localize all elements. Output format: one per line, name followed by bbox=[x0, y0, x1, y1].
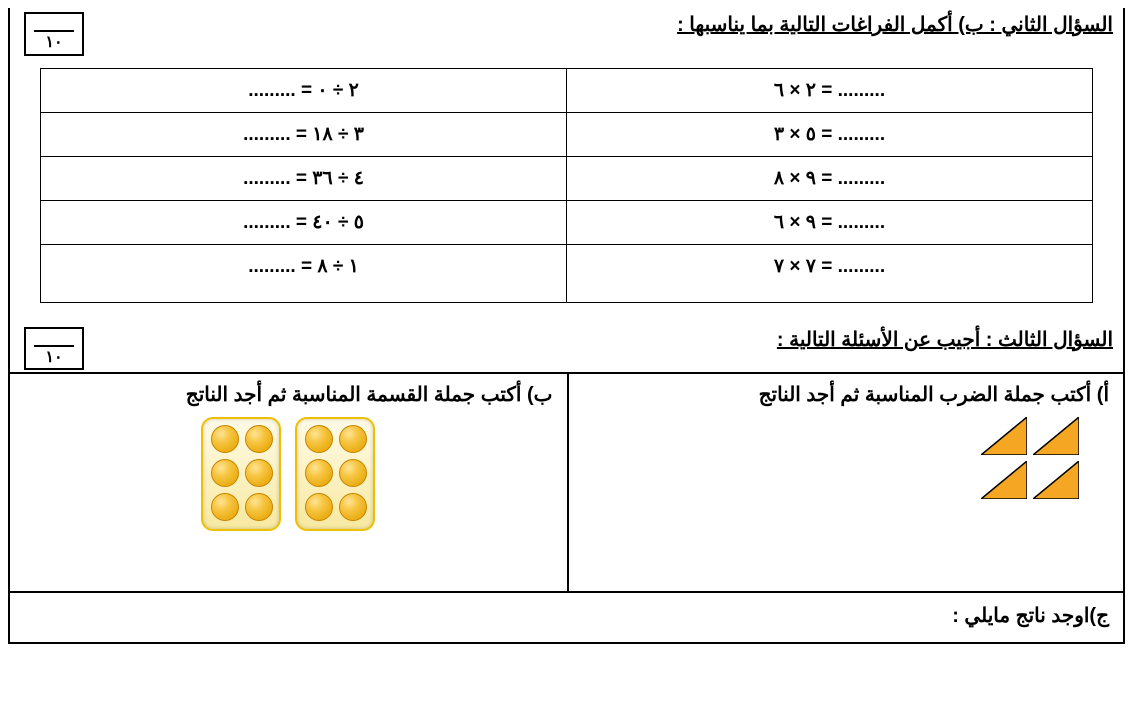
q3-a-title: أ) أكتب جملة الضرب المناسبة ثم أجد النات… bbox=[583, 382, 1110, 407]
plate-icon bbox=[201, 417, 281, 531]
orange-icon bbox=[339, 425, 367, 453]
table-row: ٢ × ٦ = .................. = ٢ ÷ ٠ bbox=[41, 68, 1093, 112]
q2-score-denom: ١٠ bbox=[26, 34, 82, 52]
table-row: ٩ × ٦ = .................. = ٥ ÷ ٤٠ bbox=[41, 200, 1093, 244]
q3-b-cell: ب) أكتب جملة القسمة المناسبة ثم أجد النا… bbox=[10, 374, 567, 591]
q3-c-title: ج)اوجد ناتج مايلي : bbox=[10, 593, 1123, 642]
equation-cell: ٩ × ٨ = ......... bbox=[567, 156, 1093, 200]
triangle-icon bbox=[981, 461, 1027, 499]
orange-icon bbox=[211, 493, 239, 521]
orange-icon bbox=[339, 459, 367, 487]
equation-cell: ......... = ١ ÷ ٨ bbox=[41, 244, 567, 302]
triangle-icon bbox=[1033, 417, 1079, 455]
orange-icon bbox=[211, 425, 239, 453]
triangle-icon bbox=[1033, 461, 1079, 499]
table-row: ٥ × ٣ = .................. = ٣ ÷ ١٨ bbox=[41, 112, 1093, 156]
orange-icon bbox=[305, 425, 333, 453]
worksheet-page: السؤال الثاني : ب) أكمل الفراغات التالية… bbox=[8, 8, 1125, 644]
orange-icon bbox=[305, 493, 333, 521]
plates-group bbox=[24, 417, 553, 531]
q2-header: السؤال الثاني : ب) أكمل الفراغات التالية… bbox=[10, 8, 1123, 58]
equation-cell: ......... = ٥ ÷ ٤٠ bbox=[41, 200, 567, 244]
orange-icon bbox=[245, 425, 273, 453]
q3-header: السؤال الثالث : أجيب عن الأسئلة التالية … bbox=[10, 323, 1123, 373]
equation-cell: ......... = ٣ ÷ ١٨ bbox=[41, 112, 567, 156]
table-row: ٧ × ٧ = .................. = ١ ÷ ٨ bbox=[41, 244, 1093, 302]
score-divider bbox=[34, 30, 73, 32]
q3-score-box: ١٠ bbox=[24, 327, 84, 371]
equation-cell: ......... = ٤ ÷ ٣٦ bbox=[41, 156, 567, 200]
q3-title: السؤال الثالث : أجيب عن الأسئلة التالية … bbox=[777, 327, 1113, 352]
q2-score-box: ١٠ bbox=[24, 12, 84, 56]
table-row: ٩ × ٨ = .................. = ٤ ÷ ٣٦ bbox=[41, 156, 1093, 200]
score-divider bbox=[34, 345, 73, 347]
equation-cell: ٥ × ٣ = ......... bbox=[567, 112, 1093, 156]
orange-icon bbox=[245, 493, 273, 521]
triangles-group bbox=[583, 417, 1110, 499]
orange-icon bbox=[245, 459, 273, 487]
plate-icon bbox=[295, 417, 375, 531]
q3-a-cell: أ) أكتب جملة الضرب المناسبة ثم أجد النات… bbox=[567, 374, 1124, 591]
q2-equations-table: ٢ × ٦ = .................. = ٢ ÷ ٠٥ × ٣ … bbox=[40, 68, 1093, 303]
orange-icon bbox=[305, 459, 333, 487]
equation-cell: ٧ × ٧ = ......... bbox=[567, 244, 1093, 302]
orange-icon bbox=[339, 493, 367, 521]
q3-score-denom: ١٠ bbox=[26, 349, 82, 367]
q3-b-title: ب) أكتب جملة القسمة المناسبة ثم أجد النا… bbox=[24, 382, 553, 407]
equation-cell: ٢ × ٦ = ......... bbox=[567, 68, 1093, 112]
equation-cell: ......... = ٢ ÷ ٠ bbox=[41, 68, 567, 112]
q3-ab-row: أ) أكتب جملة الضرب المناسبة ثم أجد النات… bbox=[10, 372, 1123, 593]
q2-title: السؤال الثاني : ب) أكمل الفراغات التالية… bbox=[677, 12, 1113, 37]
equation-cell: ٩ × ٦ = ......... bbox=[567, 200, 1093, 244]
orange-icon bbox=[211, 459, 239, 487]
triangle-icon bbox=[981, 417, 1027, 455]
